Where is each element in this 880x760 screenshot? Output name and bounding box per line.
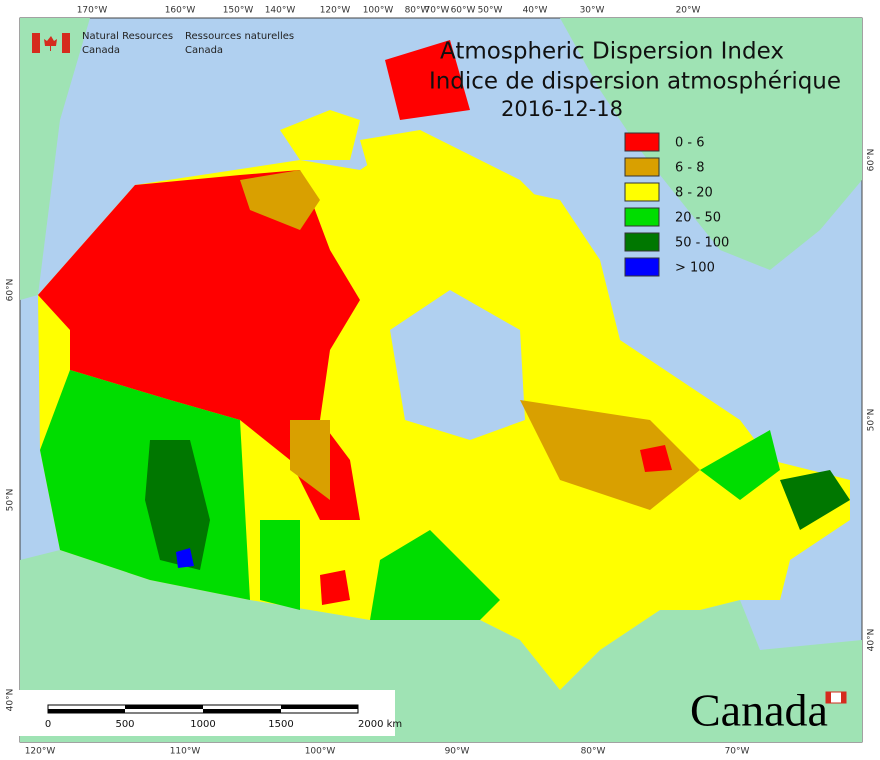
graticule-label: 60°N [6,279,16,302]
title-fr: Indice de dispersion atmosphérique [429,69,841,95]
graticule-label: 100°W [305,747,336,757]
scale-bar-label: 1500 [268,719,293,730]
graticule-label: 40°N [6,689,16,712]
legend-label: > 100 [675,261,715,276]
graticule-label: 20°W [676,6,701,16]
region-0-6 [38,170,360,520]
flag-bar [32,33,40,53]
greenland [560,18,862,270]
legend-swatch [624,182,660,202]
region-50-100 [780,470,850,530]
agency-en: Natural Resources [82,31,173,42]
scale-bar-label: 500 [115,719,134,730]
alaska [20,18,90,300]
legend-swatch [624,257,660,277]
region-50-100 [145,440,210,570]
flag-bar [62,33,70,53]
scale-bar-label: 1000 [190,719,215,730]
graticule-label: 140°W [265,6,296,16]
scale-bar-segment [125,705,203,709]
scale-bar-label: 2000 km [358,719,402,730]
wordmark-flag [841,692,846,703]
legend-label: 8 - 20 [675,186,713,201]
region-20-50 [260,520,300,610]
canada-wordmark: Canada [690,685,828,736]
graticule-label: 40°N [867,629,877,652]
baffin-island [470,180,600,300]
graticule-label: 40°W [523,6,548,16]
scale-bar-segment [281,705,358,709]
scale-bar-segment [48,709,125,713]
graticule-label: 70°W [725,747,750,757]
graticule-label: 80°W [405,6,430,16]
graticule-label: 150°W [223,6,254,16]
region-over-100 [176,548,194,568]
graticule-label: 110°W [170,747,201,757]
legend-swatch [624,207,660,227]
scale-bar-label: 0 [45,719,51,730]
agency-en: Canada [82,45,120,56]
arctic-island [280,110,360,160]
graticule-label: 50°W [478,6,503,16]
region-20-50 [370,530,500,620]
legend-label: 20 - 50 [675,211,721,226]
graticule-label: 50°N [867,409,877,432]
graticule-label: 160°W [165,6,196,16]
region-20-50 [700,430,780,500]
graticule-label: 30°W [580,6,605,16]
region-6-8 [290,420,330,500]
agency-fr: Canada [185,45,223,56]
region-0-6 [320,570,350,605]
title-en: Atmospheric Dispersion Index [440,39,784,65]
hudson-bay [390,290,525,440]
title-date: 2016-12-18 [501,97,623,121]
graticule-label: 100°W [363,6,394,16]
graticule-label: 60°N [867,149,877,172]
scale-bar-segment [203,709,281,713]
flag-leaf [44,36,57,51]
agency-fr: Ressources naturelles [185,31,294,42]
graticule-label: 120°W [320,6,351,16]
legend-label: 0 - 6 [675,136,705,151]
arctic-island [360,130,470,210]
legend-swatch [624,232,660,252]
graticule-label: 70°W [425,6,450,16]
region-0-6 [640,445,672,472]
graticule-label: 120°W [25,747,56,757]
legend-swatch [624,132,660,152]
region-6-8 [240,170,320,230]
region-6-8 [520,400,700,510]
legend-label: 6 - 8 [675,161,705,176]
graticule-label: 90°W [445,747,470,757]
wordmark-flag [826,692,831,703]
ellesmere-region [385,40,470,120]
legend-label: 50 - 100 [675,236,729,251]
graticule-label: 50°N [6,489,16,512]
graticule-label: 80°W [581,747,606,757]
graticule-label: 60°W [451,6,476,16]
legend-swatch [624,157,660,177]
graticule-label: 170°W [77,6,108,16]
